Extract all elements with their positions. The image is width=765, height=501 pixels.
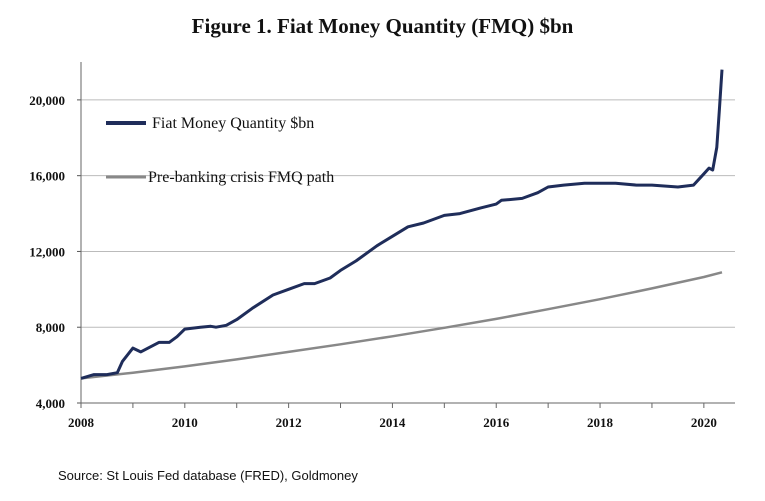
source-note: Source: St Louis Fed database (FRED), Go… [58,468,358,483]
y-tick-label: 4,000 [36,396,65,411]
x-tick-label: 2018 [587,415,614,430]
y-tick-label: 8,000 [36,320,65,335]
series-line-0 [80,69,724,380]
x-tick-label: 2016 [483,415,510,430]
x-tick-label: 2010 [172,415,198,430]
x-tick-label: 2008 [68,415,95,430]
series-line-1 [80,271,723,380]
x-tick-label: 2020 [691,415,717,430]
y-tick-label: 20,000 [29,93,65,108]
x-tick-label: 2014 [379,415,406,430]
y-tick-label: 16,000 [29,169,65,184]
legend-label: Pre-banking crisis FMQ path [148,169,334,186]
x-tick-label: 2012 [276,415,302,430]
y-tick-label: 12,000 [29,244,65,259]
legend-label: Fiat Money Quantity $bn [152,115,314,132]
chart-title: Figure 1. Fiat Money Quantity (FMQ) $bn [191,14,574,38]
